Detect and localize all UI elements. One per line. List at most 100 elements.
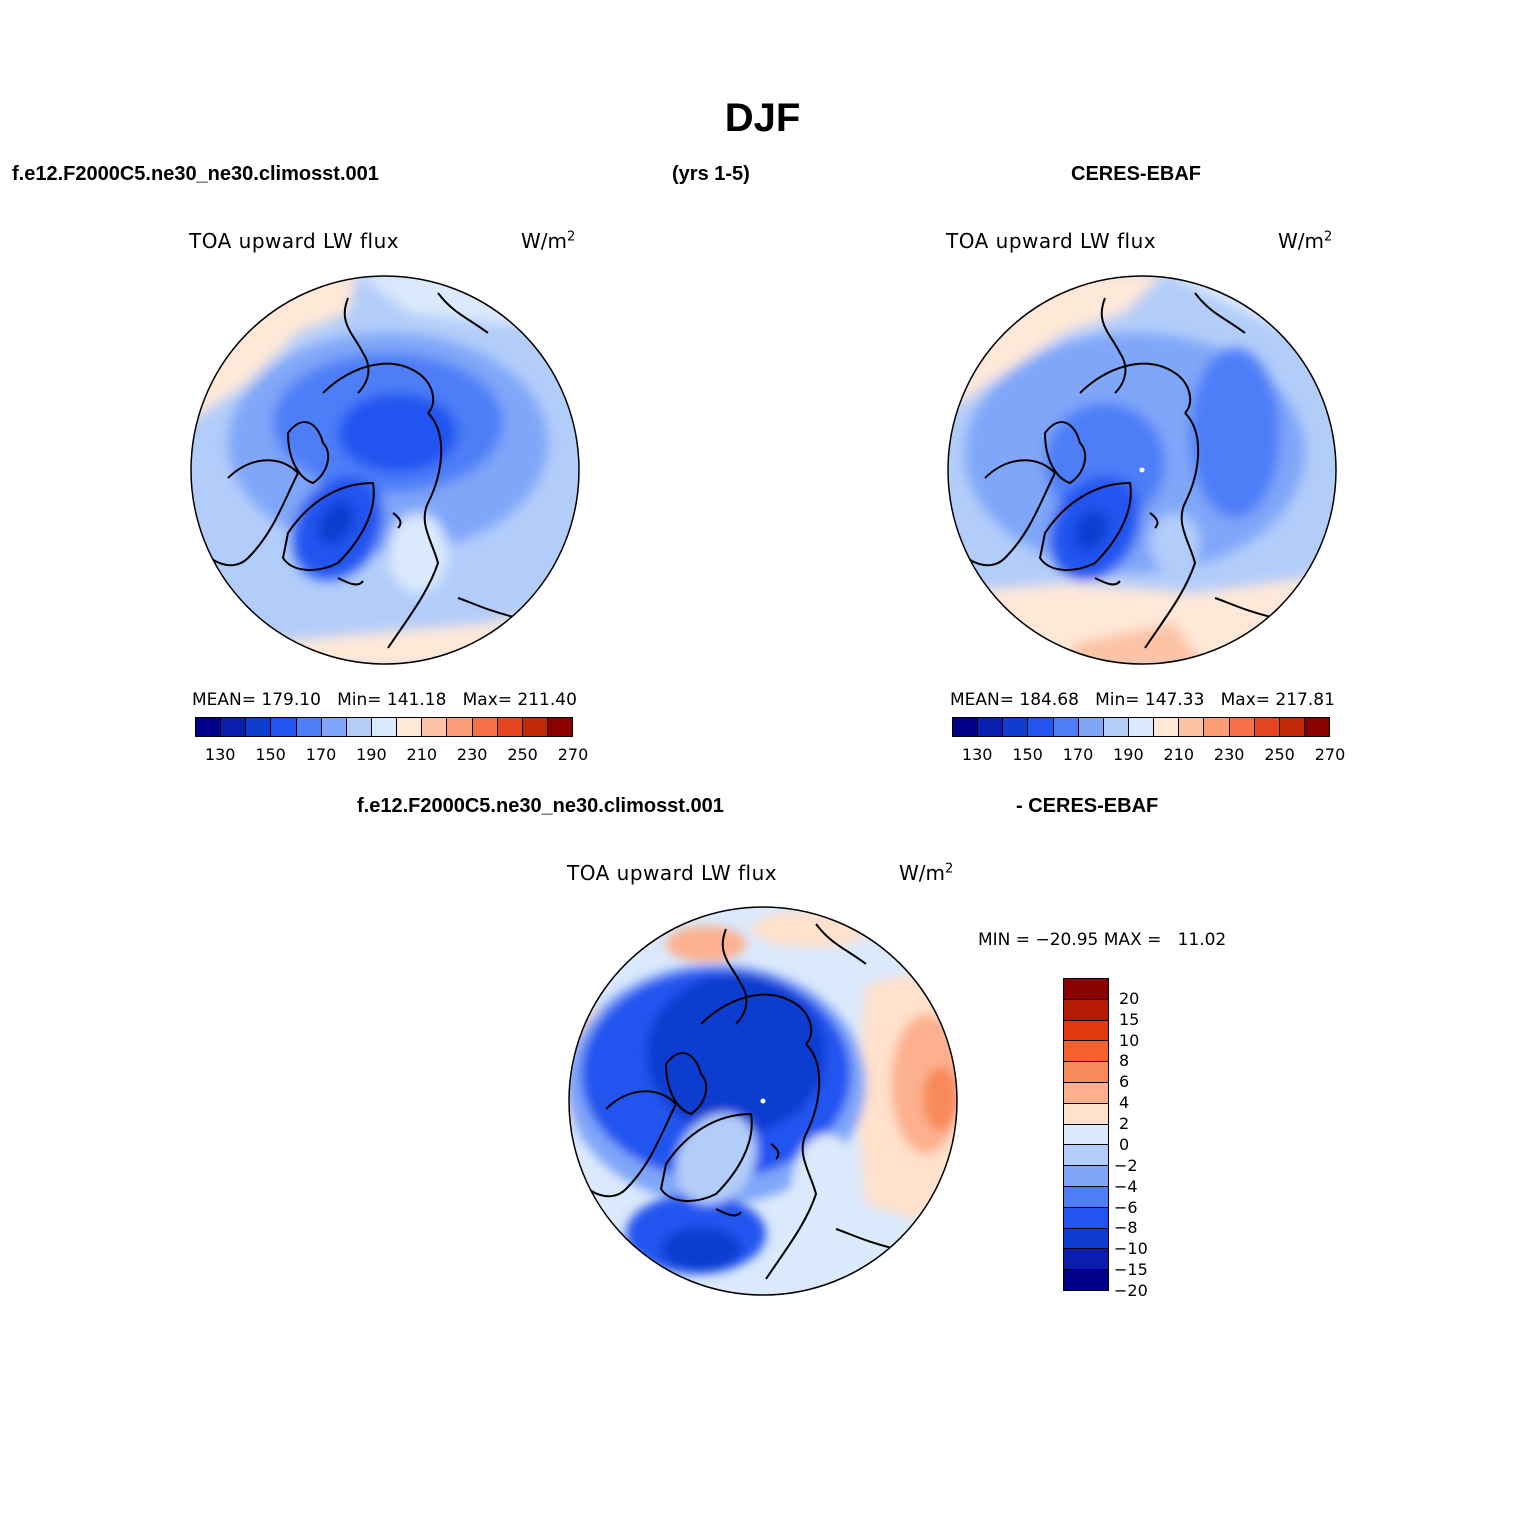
diff-region-core — [646, 974, 826, 1134]
obs-colorbar — [952, 717, 1330, 737]
diff-colorbar-label: −2 — [1114, 1155, 1138, 1175]
years-header: (yrs 1-5) — [672, 163, 750, 185]
diff-colorbar-swatch — [1064, 1270, 1108, 1290]
diff-units: W/m2 — [899, 861, 953, 885]
obs-units: W/m2 — [1278, 229, 1332, 253]
obs-coastlines — [954, 292, 1276, 649]
diff-warm-region-east-core — [923, 1067, 957, 1131]
obs-pale-region-atlantic — [1150, 513, 1200, 573]
colorbar-tick-label: 230 — [456, 745, 488, 764]
diff-colorbar-swatch — [1064, 1228, 1108, 1250]
obs-stats: MEAN= 184.68 Min= 147.33 Max= 217.81 — [950, 690, 1335, 710]
obs-units-exp: 2 — [1324, 229, 1333, 245]
colorbar-swatch — [371, 718, 398, 736]
diff-region-south-core — [661, 1227, 741, 1271]
diff-colorbar-swatch — [1064, 1020, 1108, 1042]
colorbar-tick-label: 270 — [1314, 745, 1346, 764]
colorbar-tick-label: 270 — [557, 745, 589, 764]
model-coastlines — [197, 292, 519, 649]
diff-colorbar-swatch — [1064, 999, 1108, 1021]
diff-units-text: W/m — [899, 861, 945, 885]
model-stats: MEAN= 179.10 Min= 141.18 Max= 211.40 — [192, 690, 577, 710]
colorbar-swatch — [1279, 718, 1305, 736]
diff-colorbar-swatch — [1064, 1041, 1108, 1063]
model-map-border — [190, 275, 580, 665]
colorbar-swatch — [1028, 718, 1054, 736]
colorbar-swatch — [296, 718, 322, 736]
colorbar-swatch — [1103, 718, 1129, 736]
diff-colorbar-label: 20 — [1119, 988, 1140, 1008]
diff-polar-map — [568, 906, 958, 1296]
colorbar-tick-label: 210 — [1163, 745, 1195, 764]
colorbar-swatch — [472, 718, 498, 736]
colorbar-swatch — [1229, 718, 1255, 736]
diff-colorbar-label: 8 — [1119, 1051, 1130, 1071]
diff-colorbar-swatch — [1064, 1082, 1108, 1104]
colorbar-swatch — [1128, 718, 1155, 736]
model-polar-map — [190, 275, 580, 665]
colorbar-swatch — [1179, 718, 1205, 736]
colorbar-tick-label: 150 — [255, 745, 286, 764]
colorbar-tick-label: 190 — [1113, 745, 1144, 764]
colorbar-tick-label: 150 — [1012, 745, 1043, 764]
obs-region-east — [1190, 348, 1280, 518]
obs-warmer-region-s — [1065, 623, 1205, 664]
model-greenland-core — [317, 500, 355, 546]
diff-colorbar-label: 2 — [1119, 1114, 1130, 1134]
diff-warm-region-n — [666, 926, 746, 962]
diff-colorbar-swatch — [1064, 1124, 1108, 1146]
colorbar-swatch — [221, 718, 247, 736]
colorbar-swatch — [271, 718, 297, 736]
obs-greenland-core — [1073, 510, 1109, 552]
colorbar-swatch — [1254, 718, 1280, 736]
colorbar-swatch — [1204, 718, 1230, 736]
diff-colorbar-label: 15 — [1119, 1009, 1140, 1029]
diff-panel-title: TOA upward LW flux — [567, 861, 778, 885]
obs-name-header: CERES-EBAF — [1071, 163, 1202, 185]
diff-colorbar-label: −20 — [1114, 1281, 1148, 1300]
diff-colorbar-label: −8 — [1114, 1218, 1138, 1238]
colorbar-swatch — [246, 718, 272, 736]
colorbar-tick-label: 130 — [204, 745, 236, 764]
diff-colorbar-label: 10 — [1119, 1030, 1140, 1050]
diff-colorbar-swatch — [1064, 1166, 1108, 1187]
colorbar-swatch — [953, 718, 979, 736]
obs-map-border — [947, 275, 1337, 665]
diff-colorbar-label: −15 — [1114, 1260, 1148, 1280]
colorbar-swatch — [1053, 718, 1079, 736]
diff-colorbar-swatch — [1064, 1186, 1108, 1208]
colorbar-tick-label: 210 — [406, 745, 438, 764]
colorbar-tick-label: 230 — [1213, 745, 1245, 764]
colorbar-swatch — [321, 718, 347, 736]
colorbar-tick-label: 130 — [961, 745, 993, 764]
diff-colorbar-swatch — [1064, 1249, 1108, 1271]
diff-colorbar-label: 4 — [1119, 1093, 1130, 1113]
colorbar-tick-label: 250 — [507, 745, 538, 764]
diff-colorbar-swatch — [1064, 979, 1108, 1000]
diff-colorbar-label: −4 — [1114, 1176, 1138, 1196]
diff-colorbar-swatch — [1064, 1103, 1108, 1125]
diff-pale-region-europe — [791, 1134, 861, 1254]
colorbar-tick-label: 170 — [305, 745, 337, 764]
model-pale-region-atlantic — [388, 513, 448, 593]
colorbar-swatch — [397, 718, 423, 736]
obs-polar-map — [947, 275, 1337, 665]
model-colorbar — [195, 717, 573, 737]
diff-colorbar-label: −6 — [1114, 1197, 1138, 1217]
colorbar-swatch — [497, 718, 523, 736]
diff-colorbar-label: −10 — [1114, 1239, 1148, 1259]
obs-pole-marker — [1139, 467, 1145, 473]
diff-units-exp: 2 — [945, 861, 954, 877]
model-units-exp: 2 — [567, 229, 576, 245]
diff-colorbar-swatch — [1064, 1145, 1108, 1167]
diff-colorbar-swatch — [1064, 1062, 1108, 1083]
diff-greenland-region — [675, 1113, 757, 1205]
colorbar-swatch — [422, 718, 448, 736]
diff-colorbar-label: 0 — [1119, 1134, 1130, 1154]
diff-stats: MIN = −20.95 MAX = 11.02 — [978, 930, 1227, 950]
diff-coastlines — [575, 923, 897, 1280]
model-panel-title: TOA upward LW flux — [189, 229, 400, 253]
colorbar-tick-label: 170 — [1062, 745, 1094, 764]
main-title: DJF — [724, 96, 801, 140]
model-units-text: W/m — [521, 229, 567, 253]
